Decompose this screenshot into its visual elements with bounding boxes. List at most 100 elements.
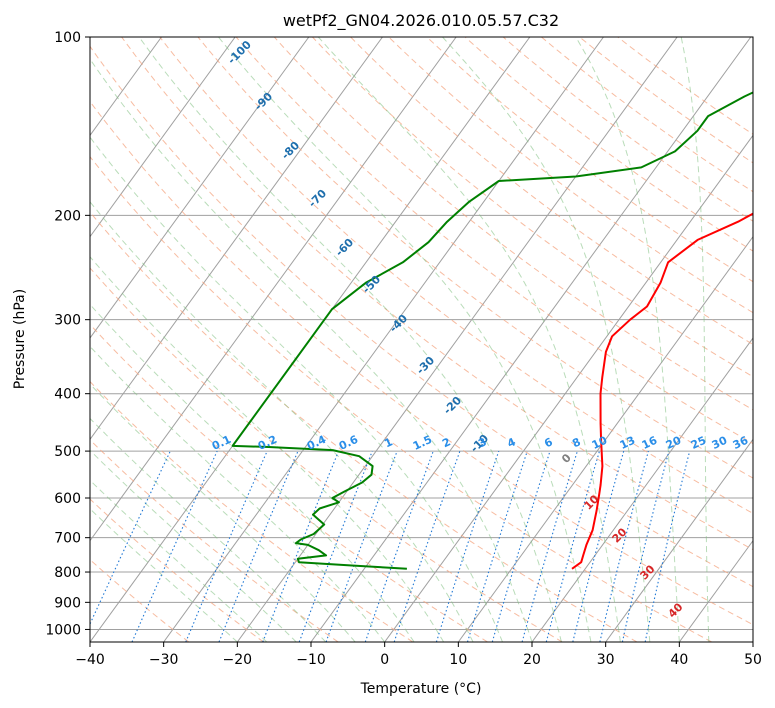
dry-adiabat bbox=[502, 37, 753, 222]
mixing-ratio-label: 1 bbox=[382, 435, 394, 450]
moist-adiabat bbox=[218, 37, 592, 642]
dry-adiabat bbox=[464, 37, 753, 252]
mixing-ratio-line bbox=[393, 450, 461, 642]
dry-adiabat bbox=[541, 37, 753, 193]
mixing-ratio-label: 10 bbox=[590, 434, 610, 452]
moist-adiabat bbox=[575, 37, 680, 642]
x-tick-label: 30 bbox=[597, 652, 615, 668]
isotherm bbox=[605, 438, 753, 642]
dry-adiabat bbox=[90, 498, 264, 642]
adiabat-label: 40 bbox=[666, 600, 686, 620]
dry-adiabat bbox=[426, 37, 753, 283]
x-tick-label: −40 bbox=[75, 652, 105, 668]
x-axis: −40 −30 −20 −10 0 10 20 30 40 50 bbox=[75, 642, 762, 668]
mixing-ratio-label: 20 bbox=[664, 434, 684, 452]
x-tick-label: 10 bbox=[449, 652, 467, 668]
mixing-ratio-line bbox=[262, 450, 340, 642]
adiabat-label: -60 bbox=[333, 236, 356, 259]
dry-adiabat bbox=[90, 155, 712, 642]
x-tick-label: 20 bbox=[523, 652, 541, 668]
x-axis-label: Temperature (°C) bbox=[360, 681, 482, 697]
isotherm bbox=[90, 37, 383, 441]
dry-adiabat bbox=[90, 45, 753, 588]
x-tick-label: 40 bbox=[670, 652, 688, 668]
y-axis-label: Pressure (hPa) bbox=[12, 289, 28, 389]
y-tick-label: 900 bbox=[54, 595, 81, 611]
moist-adiabat bbox=[317, 37, 621, 642]
moist-adiabat bbox=[90, 201, 474, 642]
dry-adiabat bbox=[273, 37, 753, 411]
dry-adiabat bbox=[312, 37, 753, 378]
moist-adiabat bbox=[90, 256, 445, 642]
moist-adiabat bbox=[90, 449, 297, 642]
y-tick-label: 600 bbox=[54, 491, 81, 507]
dry-adiabat bbox=[235, 37, 753, 445]
isotherm bbox=[90, 37, 236, 238]
mixing-ratio-label: 25 bbox=[689, 434, 708, 452]
isotherm bbox=[236, 37, 678, 642]
mixing-ratio-line bbox=[466, 450, 528, 642]
y-axis: 1000 900 800 700 600 500 400 300 200 100 bbox=[45, 30, 90, 638]
mixing-ratio-label: 2 bbox=[440, 435, 452, 450]
y-tick-label: 800 bbox=[54, 565, 81, 581]
y-tick-label: 100 bbox=[54, 30, 81, 46]
isotherm bbox=[752, 641, 753, 642]
moist-adiabat bbox=[90, 58, 533, 642]
mixing-ratio-label: 36 bbox=[731, 434, 751, 452]
moist-adiabat bbox=[90, 303, 415, 642]
mixing-ratio-line bbox=[572, 450, 625, 642]
adiabat-label: 20 bbox=[610, 525, 630, 545]
mixing-ratio-line bbox=[325, 450, 398, 642]
mixing-ratio-line bbox=[185, 450, 268, 642]
dry-adiabat bbox=[90, 380, 414, 642]
mixing-ratio-line bbox=[131, 450, 218, 642]
y-tick-label: 200 bbox=[54, 208, 81, 224]
isotherm bbox=[163, 37, 604, 642]
mixing-ratio-line bbox=[298, 450, 373, 642]
moist-adiabat bbox=[442, 37, 651, 642]
mixing-ratio-label: 16 bbox=[640, 434, 660, 452]
adiabat-label: -50 bbox=[360, 273, 383, 296]
x-tick-label: −20 bbox=[223, 652, 253, 668]
mixing-ratio-line bbox=[644, 450, 691, 642]
mixing-ratio-line bbox=[545, 450, 601, 642]
isotherm bbox=[678, 539, 753, 642]
mixing-ratio-line bbox=[90, 450, 171, 626]
isotherm bbox=[90, 37, 457, 542]
mixing-ratio-label: 30 bbox=[710, 434, 730, 452]
x-tick-label: −10 bbox=[296, 652, 326, 668]
dry-adiabat bbox=[159, 37, 753, 514]
dry-adiabat bbox=[90, 211, 638, 642]
mixing-ratio-line bbox=[435, 450, 500, 642]
temperature-profile bbox=[571, 212, 753, 570]
mixing-ratio-line bbox=[521, 450, 578, 642]
chart-title: wetPf2_GN04.2026.010.05.57.C32 bbox=[283, 11, 559, 31]
dry-adiabat bbox=[90, 559, 190, 642]
mixing-ratio-line bbox=[621, 450, 670, 642]
mixing-ratio-line bbox=[491, 450, 551, 642]
mixing-ratio-label: 4 bbox=[505, 435, 518, 450]
dry-adiabat bbox=[90, 100, 753, 626]
moist-adiabat bbox=[90, 136, 503, 642]
dry-adiabat bbox=[90, 323, 488, 642]
dry-adiabat bbox=[388, 37, 753, 314]
plot-frame bbox=[89, 36, 754, 643]
mixing-ratio-label: 1.5 bbox=[411, 433, 434, 453]
isotherm bbox=[457, 235, 753, 642]
mixing-ratio-line bbox=[218, 450, 299, 642]
dry-adiabat bbox=[197, 37, 753, 479]
moist-adiabat bbox=[680, 37, 710, 642]
adiabat-label: -80 bbox=[279, 139, 302, 162]
isotherm bbox=[384, 134, 753, 642]
moist-adiabat bbox=[138, 37, 562, 642]
dry-adiabat bbox=[350, 37, 753, 346]
adiabat-label: 0 bbox=[559, 451, 574, 466]
isotherm bbox=[531, 337, 753, 642]
moist-adiabat bbox=[90, 345, 386, 642]
moist-adiabat bbox=[90, 479, 268, 642]
mixing-ratio-line bbox=[364, 450, 434, 642]
mixing-ratio-label: 6 bbox=[542, 435, 555, 450]
moist-adiabat bbox=[90, 383, 356, 642]
mixing-ratio-label: 0.6 bbox=[337, 433, 360, 453]
